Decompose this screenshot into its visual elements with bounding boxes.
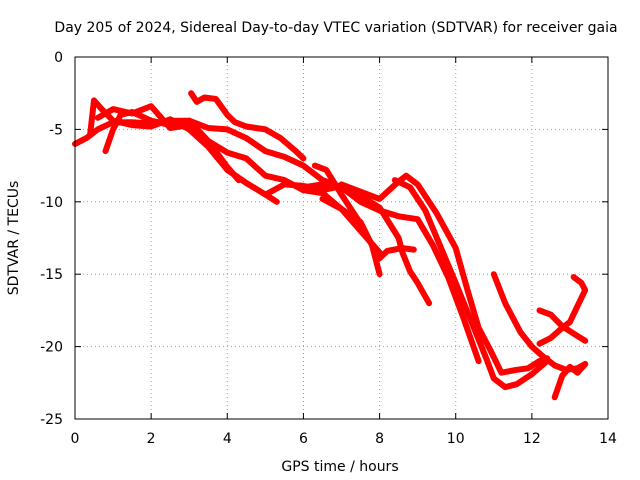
y-tick-label: -15 [40,267,63,283]
x-tick-label: 10 [447,431,465,447]
series-track-6 [262,181,433,307]
x-tick-label: 12 [523,431,541,447]
x-tick-label: 4 [223,431,232,447]
chart-title: Day 205 of 2024, Sidereal Day-to-day VTE… [54,20,617,36]
series-track-3 [87,97,280,205]
y-tick-label: -5 [49,122,63,138]
x-tick-label: 2 [147,431,156,447]
x-tick-label: 6 [299,431,308,447]
series-group [72,90,589,401]
series-track-10 [338,172,551,376]
series-track-1 [188,90,307,162]
series-track-14 [551,361,589,401]
y-axis-label: SDTVAR / TECUs [6,181,22,296]
y-tick-label: -20 [40,340,63,356]
series-track-2 [72,117,360,198]
grid [75,57,608,419]
x-axis-label: GPS time / hours [281,459,398,475]
x-tick-label: 14 [599,431,617,447]
ticks: 0 2 4 6 8 10 12 14 0 -5 -10 -15 -20 -25 [40,50,617,447]
series-track-8 [319,195,383,278]
series-track-15 [536,274,589,347]
plot-frame [74,56,609,420]
y-tick-label: 0 [54,50,63,66]
y-tick-label: -10 [40,195,63,211]
x-tick-label: 8 [375,431,384,447]
series-track-4 [102,109,242,184]
x-tick-label: 0 [71,431,80,447]
series-track-9 [300,181,482,365]
y-tick-label: -25 [40,412,63,428]
series-track-11 [391,177,551,391]
